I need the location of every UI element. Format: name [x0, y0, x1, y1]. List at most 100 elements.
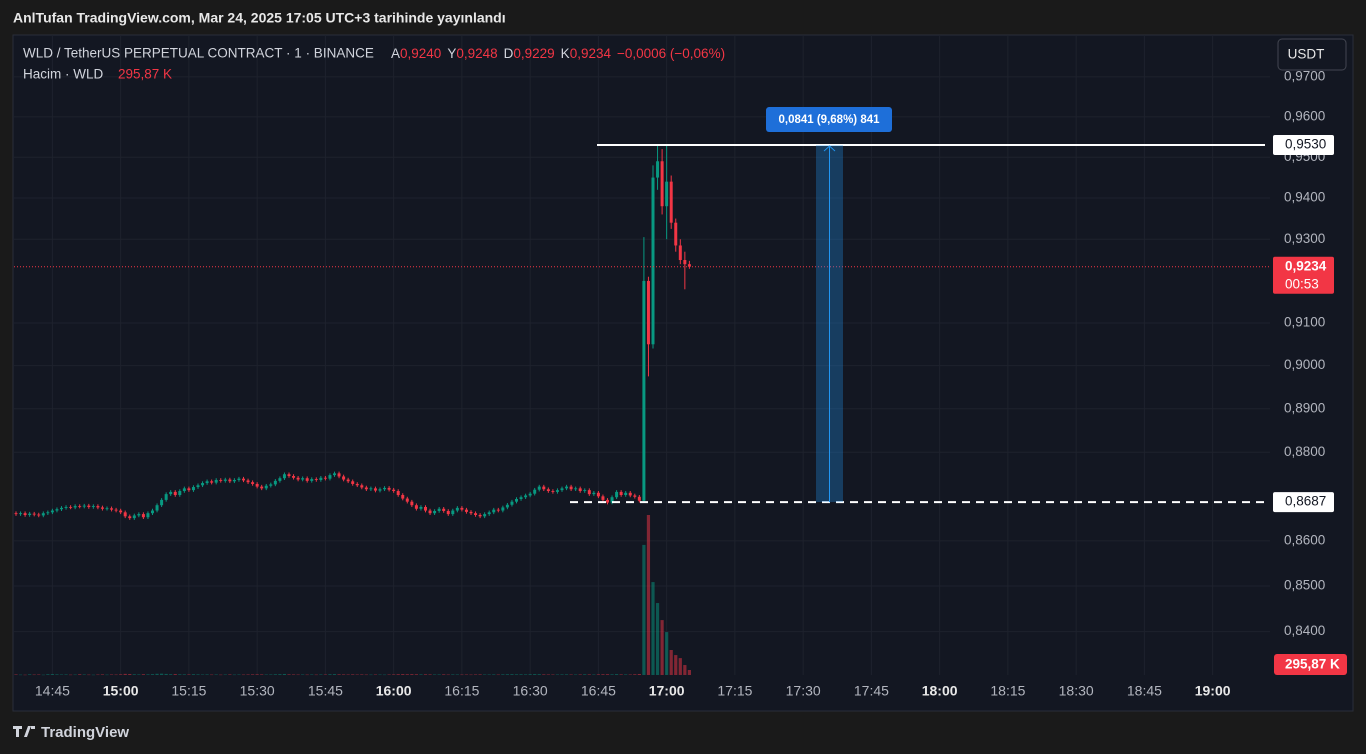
ohlc-value: 0,9240 — [400, 46, 441, 61]
candle-body — [460, 507, 464, 510]
candle-body — [637, 496, 641, 501]
volume-bar — [282, 673, 287, 675]
volume-bar — [478, 674, 482, 675]
candle-body — [169, 491, 173, 495]
candle-body — [346, 479, 350, 482]
candle-body — [378, 489, 382, 491]
volume-bar — [660, 620, 664, 675]
currency-button[interactable] — [1277, 38, 1347, 71]
candle-body — [196, 485, 200, 488]
candle-body — [342, 476, 346, 480]
volume-bar — [546, 674, 550, 675]
candle-body — [674, 222, 678, 246]
volume-bar — [651, 582, 655, 675]
y-tick-label: 0,9600 — [1284, 108, 1325, 123]
volume-bar — [528, 674, 532, 675]
volume-bar — [310, 674, 314, 675]
candle-body — [533, 489, 537, 494]
volume-bar — [337, 674, 341, 675]
volume-bar — [410, 674, 414, 675]
candle-body — [492, 509, 496, 513]
candle-body — [583, 490, 587, 492]
y-tick-label: 0,8800 — [1284, 444, 1325, 459]
volume-bar — [360, 674, 364, 675]
price-label: 0,9530 — [1285, 137, 1326, 152]
volume-bar — [28, 674, 32, 675]
volume-bar — [569, 674, 573, 675]
candle-body — [392, 489, 396, 492]
candle-body — [646, 280, 650, 345]
x-tick-label: 18:30 — [1059, 683, 1094, 699]
y-tick-label: 0,9100 — [1284, 315, 1325, 330]
volume-bar — [296, 674, 300, 676]
candle-body — [687, 264, 691, 267]
volume-bar — [519, 674, 523, 675]
symbol-legend: WLD / TetherUS PERPETUAL CONTRACT · 1 · … — [23, 46, 374, 61]
volume-bar — [82, 674, 86, 675]
price-label-box — [1273, 492, 1334, 513]
volume-bar — [405, 674, 409, 675]
volume-bar — [18, 674, 23, 676]
volume-bar — [109, 674, 114, 675]
candle-body — [110, 508, 114, 510]
volume-bar — [305, 674, 309, 676]
volume-bar — [364, 674, 368, 676]
candle-body — [337, 473, 341, 477]
candle-body — [373, 488, 377, 491]
volume-bar — [269, 674, 273, 675]
volume-bar — [255, 674, 259, 675]
volume-bar — [560, 674, 564, 675]
volume-bar — [628, 674, 632, 675]
volume-bar — [501, 674, 505, 675]
candle-body — [82, 505, 86, 507]
volume-bar — [505, 674, 509, 675]
candle-body — [364, 487, 368, 490]
candle-body — [69, 506, 73, 508]
candle-body — [628, 492, 632, 496]
volume-bar — [260, 674, 264, 675]
volume-bar — [578, 674, 582, 675]
x-tick-label: 16:15 — [444, 683, 479, 699]
volume-bar — [542, 674, 546, 675]
volume-bar — [564, 674, 569, 675]
candle-body — [469, 511, 473, 514]
candle-body — [569, 486, 573, 490]
volume-bar — [665, 632, 669, 675]
candle-body — [23, 513, 27, 515]
volume-bar — [574, 674, 578, 676]
candle-body — [219, 479, 223, 481]
volume-bar — [655, 603, 660, 675]
candle-body — [424, 506, 427, 511]
volume-bar — [64, 674, 68, 675]
candle-body — [665, 181, 669, 207]
currency-label[interactable]: USDT — [1288, 47, 1325, 62]
candle-body — [255, 483, 259, 487]
volume-bar — [592, 674, 596, 675]
volume-bar — [437, 674, 441, 675]
candle-body — [601, 496, 605, 500]
volume-bar — [615, 674, 619, 675]
candle-body — [355, 483, 359, 486]
candle-body — [282, 474, 286, 479]
volume-bar — [182, 674, 186, 675]
candle-body — [360, 485, 364, 488]
volume-bar — [646, 515, 651, 675]
candle-body — [223, 479, 227, 481]
candle-body — [132, 515, 136, 519]
volume-bar — [150, 674, 155, 675]
volume-bar — [373, 674, 378, 675]
x-tick-label: 16:45 — [581, 683, 616, 699]
candle-body — [151, 510, 154, 514]
candle-body — [269, 484, 273, 486]
change-value: −0,0006 (−0,06%) — [617, 46, 725, 61]
candle-body — [669, 181, 673, 223]
candle-body — [146, 513, 150, 518]
x-tick-label: 16:00 — [376, 683, 412, 699]
volume-bar — [78, 674, 82, 675]
volume-bar — [191, 674, 196, 675]
candle-body — [123, 512, 127, 517]
volume-bar — [460, 674, 464, 676]
candle-body — [87, 505, 91, 507]
volume-bar — [596, 674, 600, 675]
candle-body — [296, 477, 300, 480]
